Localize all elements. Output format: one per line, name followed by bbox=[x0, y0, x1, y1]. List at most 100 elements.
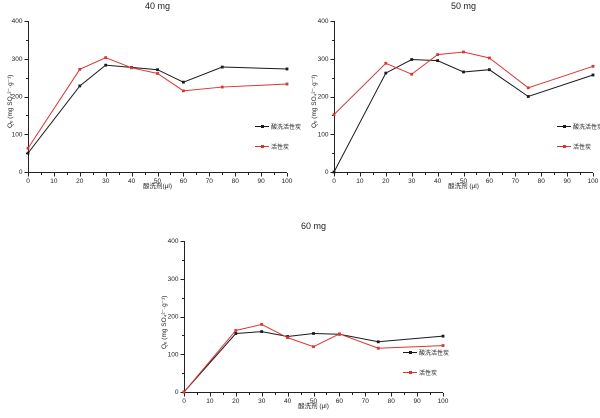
x-tick-label: 80 bbox=[538, 178, 546, 185]
legend-label: 活性炭 bbox=[573, 145, 592, 151]
series-0-marker bbox=[591, 73, 595, 77]
series-0-line bbox=[27, 64, 288, 154]
series-1-marker bbox=[462, 50, 465, 54]
series-1-marker bbox=[410, 72, 414, 76]
legend-entry-activated-carbon: 活性炭 bbox=[255, 142, 301, 151]
x-tick-label: 80 bbox=[388, 398, 396, 405]
y-tick-label: 0 bbox=[325, 169, 329, 176]
plot-svg: 0 10 20 30 40 50 60 70 80 90 100 0 100 200 300 400 bbox=[318, 18, 599, 185]
series-0-line bbox=[183, 331, 444, 393]
axes: 0 10 20 30 40 50 60 70 80 90 100 0 100 200 300 400 bbox=[168, 238, 449, 405]
y-tick-label: 0 bbox=[175, 389, 179, 396]
x-tick-label: 70 bbox=[206, 178, 214, 185]
x-tick-label: 100 bbox=[438, 398, 449, 405]
y-tick-label: 200 bbox=[12, 94, 23, 101]
series-1-marker bbox=[182, 390, 186, 394]
x-tick-label: 10 bbox=[356, 178, 364, 185]
legend: 酸洗活性炭 活性炭 bbox=[255, 122, 301, 162]
series-1-marker bbox=[488, 56, 491, 60]
x-tick-label: 100 bbox=[282, 178, 293, 185]
series-1-marker bbox=[332, 113, 336, 117]
chart-50mg: 0 10 20 30 40 50 60 70 80 90 100 0 100 200 300 400 50 m… bbox=[300, 0, 600, 208]
series-1 bbox=[182, 323, 445, 394]
x-tick-label: 50 bbox=[154, 178, 162, 185]
series-0-marker bbox=[488, 68, 491, 72]
series-1-marker bbox=[220, 85, 224, 89]
plot-svg: 0 10 20 30 40 50 60 70 80 90 100 0 100 200 300 400 bbox=[12, 18, 293, 185]
series-1-marker bbox=[285, 82, 289, 86]
legend-label: 酸洗活性炭 bbox=[271, 125, 302, 131]
series-0 bbox=[332, 58, 595, 174]
x-tick-label: 30 bbox=[408, 178, 416, 185]
series-1-marker bbox=[78, 67, 82, 71]
chart-title: 60 mg bbox=[300, 221, 326, 231]
series-0-marker bbox=[182, 80, 185, 84]
series-0-marker bbox=[26, 151, 30, 155]
series-0-marker bbox=[156, 68, 159, 72]
legend-entry-activated-carbon: 活性炭 bbox=[557, 142, 600, 151]
y-tick-label: 0 bbox=[19, 169, 23, 176]
y-tick-label: 300 bbox=[168, 276, 179, 283]
series-1-marker bbox=[104, 56, 108, 60]
series-1-marker bbox=[156, 72, 159, 75]
x-tick-label: 60 bbox=[180, 178, 188, 185]
series-1-marker bbox=[376, 346, 380, 350]
x-axis-label: 酸洗剂 (μl) bbox=[298, 403, 329, 410]
series-1-marker bbox=[526, 86, 530, 90]
x-tick-label: 0 bbox=[26, 178, 30, 185]
series-1-marker bbox=[286, 336, 289, 340]
x-tick-label: 10 bbox=[206, 398, 214, 405]
y-tick-label: 100 bbox=[318, 131, 329, 138]
series-0-marker bbox=[234, 332, 238, 335]
series-0-marker bbox=[441, 334, 445, 338]
y-axis-label: Qₑ (mg SO₄²⁻·g⁻¹) bbox=[161, 295, 168, 349]
chart-60mg: 0 10 20 30 40 50 60 70 80 90 100 0 100 200 300 400 60 m… bbox=[150, 210, 450, 418]
x-tick-label: 90 bbox=[413, 398, 421, 405]
chart-title: 40 mg bbox=[144, 1, 170, 11]
y-tick-label: 400 bbox=[168, 238, 179, 245]
series-0-marker bbox=[78, 84, 82, 88]
legend-label: 酸洗活性炭 bbox=[419, 351, 450, 357]
series-1-marker bbox=[441, 344, 445, 347]
x-tick-label: 90 bbox=[563, 178, 571, 185]
x-tick-label: 90 bbox=[257, 178, 265, 185]
plot-svg: 0 10 20 30 40 50 60 70 80 90 100 0 100 200 300 400 bbox=[168, 238, 449, 405]
series-0-marker bbox=[462, 70, 465, 74]
x-tick-label: 0 bbox=[182, 398, 186, 405]
legend: 酸洗活性炭 活性炭 bbox=[557, 122, 600, 162]
series-0-marker bbox=[285, 67, 289, 71]
legend: 酸洗活性炭 活性炭 bbox=[403, 348, 449, 388]
series-0-marker bbox=[220, 65, 224, 69]
chart-title: 50 mg bbox=[450, 1, 476, 11]
x-tick-label: 40 bbox=[128, 178, 136, 185]
y-tick-label: 200 bbox=[168, 314, 179, 321]
x-tick-label: 30 bbox=[102, 178, 110, 185]
x-tick-label: 20 bbox=[76, 178, 84, 185]
series-0-marker bbox=[104, 63, 108, 67]
series-0-marker bbox=[526, 95, 530, 98]
x-tick-label: 0 bbox=[332, 178, 336, 185]
x-tick-label: 80 bbox=[232, 178, 240, 185]
series-1-marker bbox=[182, 89, 185, 93]
x-tick-label: 60 bbox=[486, 178, 494, 185]
series-1-line bbox=[27, 57, 288, 149]
legend-entry-acid-washed-activated-carbon: 酸洗活性炭 bbox=[403, 348, 449, 357]
series-1 bbox=[26, 56, 289, 150]
line-square-marker-icon bbox=[403, 350, 417, 355]
series-0 bbox=[26, 63, 289, 155]
y-tick-label: 300 bbox=[12, 56, 23, 63]
y-tick-label: 400 bbox=[318, 18, 329, 25]
y-tick-label: 100 bbox=[12, 131, 23, 138]
legend-label: 酸洗活性炭 bbox=[573, 125, 600, 131]
x-tick-label: 20 bbox=[382, 178, 390, 185]
line-square-marker-icon bbox=[255, 144, 269, 149]
series-1-marker bbox=[591, 64, 595, 68]
x-tick-label: 60 bbox=[336, 398, 344, 405]
series-0-marker bbox=[410, 58, 414, 61]
x-tick-label: 50 bbox=[310, 398, 318, 405]
series-1-marker bbox=[260, 323, 264, 326]
series-0-marker bbox=[384, 71, 388, 75]
y-tick-label: 400 bbox=[12, 18, 23, 25]
x-tick-label: 20 bbox=[232, 398, 240, 405]
